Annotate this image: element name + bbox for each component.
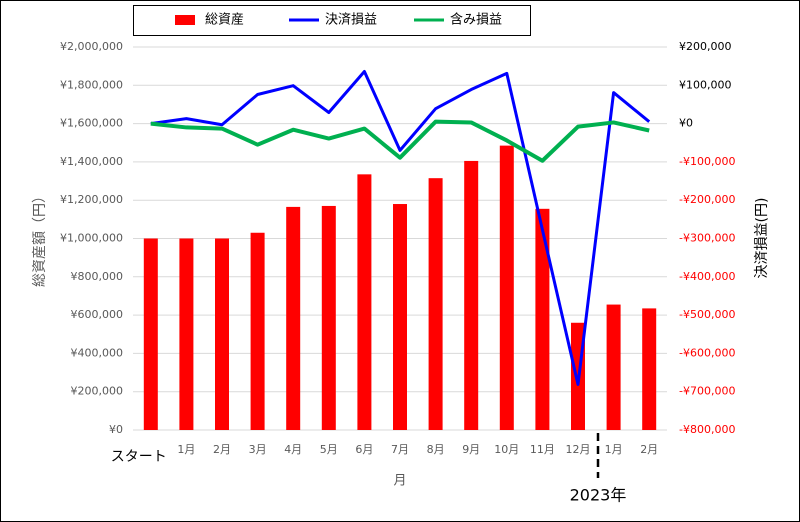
y-tick-label: ¥800,000 — [71, 270, 124, 283]
legend-label: 決済損益 — [325, 12, 377, 28]
x-tick-label: 10月 — [494, 443, 519, 456]
x-tick-label: 7月 — [391, 443, 409, 456]
y2-tick-label: -¥100,000 — [679, 155, 735, 168]
x-tick-label: 1月 — [177, 443, 195, 456]
bar — [464, 160, 479, 430]
bar — [357, 174, 372, 430]
y-tick-label: ¥1,400,000 — [60, 155, 123, 168]
y2-tick-label: -¥400,000 — [679, 270, 735, 283]
y-tick-label: ¥400,000 — [71, 346, 124, 359]
bar — [286, 206, 301, 430]
x-tick-label: 2月 — [640, 443, 658, 456]
y2-tick-label: -¥800,000 — [679, 423, 735, 436]
bar — [215, 238, 229, 430]
y2-tick-label: ¥100,000 — [679, 78, 732, 91]
y-tick-label: ¥1,000,000 — [60, 232, 123, 245]
line-series — [150, 119, 650, 163]
y2-tick-label: ¥200,000 — [679, 40, 732, 53]
y-tick-label: ¥1,200,000 — [60, 193, 123, 206]
bar — [393, 204, 407, 430]
x-tick-label: 8月 — [427, 443, 445, 456]
bar — [143, 238, 158, 430]
x-tick-label: 2月 — [213, 443, 231, 456]
legend-label: 総資産 — [205, 12, 244, 28]
y-tick-label: ¥1,800,000 — [60, 78, 123, 91]
bar — [606, 304, 621, 430]
bar — [321, 205, 336, 430]
x-tick-label: 12月 — [566, 443, 591, 456]
annotation: 2023年 — [570, 486, 627, 505]
x-tick-label: 11月 — [530, 443, 555, 456]
bar — [499, 145, 514, 430]
x-tick-label: 1月 — [605, 443, 623, 456]
y-tick-label: ¥600,000 — [71, 308, 124, 321]
bar — [179, 238, 194, 430]
y2-tick-label: -¥500,000 — [679, 308, 735, 321]
legend-swatch — [175, 15, 195, 25]
x-tick-label: 3月 — [249, 443, 267, 456]
y-axis-label: 総資産額（円） — [32, 189, 48, 287]
y2-axis-label: 決済損益(円) — [754, 198, 770, 279]
x-tick-label: スタート — [111, 449, 167, 465]
x-tick-label: 9月 — [462, 443, 480, 456]
y-tick-label: ¥2,000,000 — [60, 40, 123, 53]
x-tick-label: 4月 — [284, 443, 302, 456]
y2-tick-label: -¥600,000 — [679, 346, 735, 359]
y-tick-label: ¥0 — [109, 423, 123, 436]
y-tick-label: ¥1,600,000 — [60, 117, 123, 130]
y2-tick-label: -¥700,000 — [679, 385, 735, 398]
y2-tick-label: -¥300,000 — [679, 232, 735, 245]
line-series — [150, 70, 651, 386]
y-tick-label: ¥200,000 — [71, 385, 124, 398]
bar — [535, 208, 550, 430]
bar — [428, 178, 443, 430]
y2-tick-label: ¥0 — [679, 117, 693, 130]
x-tick-label: 6月 — [355, 443, 373, 456]
legend-label: 含み損益 — [450, 12, 502, 28]
bar — [250, 232, 265, 430]
y2-tick-label: -¥200,000 — [679, 193, 735, 206]
x-tick-label: 5月 — [320, 443, 338, 456]
legend-box — [133, 5, 531, 36]
x-axis-label: 月 — [393, 474, 406, 489]
bar — [642, 308, 657, 430]
